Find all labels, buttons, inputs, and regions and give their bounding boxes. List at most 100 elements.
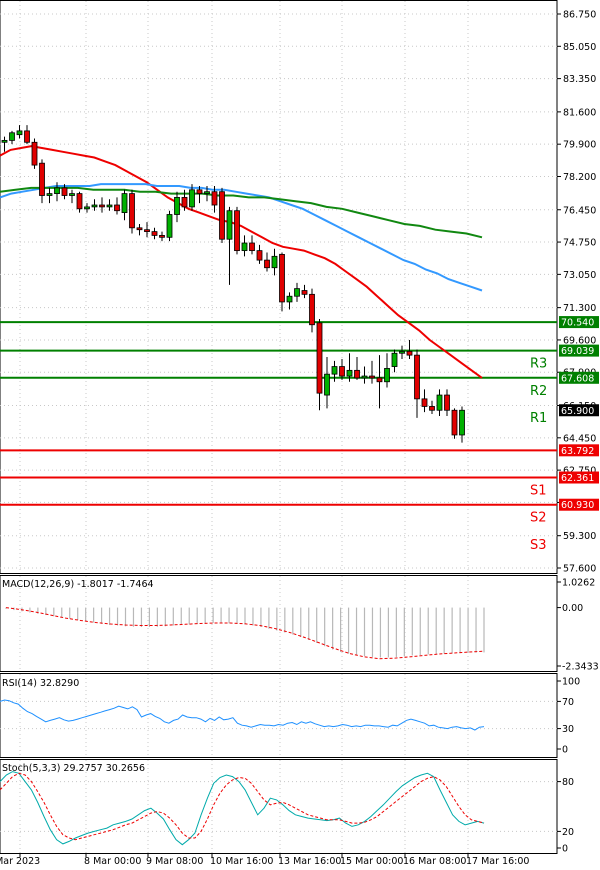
- candle-body: [249, 242, 255, 252]
- candle-body: [61, 187, 68, 196]
- price-tick-label: 78.200: [563, 172, 596, 183]
- candle-body: [234, 210, 240, 252]
- candle-body: [451, 409, 458, 436]
- macd-panel-frame: [0, 575, 558, 672]
- candle-body: [436, 394, 443, 411]
- candle-body: [204, 191, 210, 194]
- candle-body: [31, 141, 38, 166]
- candle-body: [181, 196, 188, 208]
- time-tick-label: 17 Mar 16:00: [466, 856, 529, 867]
- level-price-text: 67.608: [561, 373, 594, 384]
- price-tick-label: 86.750: [563, 10, 596, 21]
- candle-body: [429, 406, 435, 411]
- macd-panel: 1.0262 0.00 -2.3433: [5, 578, 599, 673]
- candle-body: [144, 229, 150, 233]
- moving-average-line: [0, 186, 483, 239]
- rsi-tick-label: 70: [562, 697, 574, 708]
- level-price-text: 70.540: [561, 318, 594, 329]
- price-tick-label: 71.300: [563, 303, 596, 314]
- candle-body: [54, 187, 60, 194]
- level-label: R1: [530, 411, 547, 426]
- support-resistance-lines: [0, 321, 557, 506]
- level-label: R3: [530, 357, 547, 372]
- level-price-text: 69.039: [561, 346, 594, 357]
- stoch-tick-label: 0: [562, 844, 568, 855]
- candlesticks: [1, 125, 465, 443]
- rsi-tick-label: 0: [562, 745, 568, 756]
- time-tick-label: 6 Mar 2023: [0, 856, 40, 867]
- candle-body: [91, 204, 98, 208]
- time-tick-label: 8 Mar 00:00: [84, 856, 141, 867]
- candle-body: [294, 288, 300, 297]
- moving-average-line: [0, 145, 483, 379]
- candle-body: [271, 255, 278, 269]
- candle-body: [459, 409, 465, 436]
- stoch-tick-label: 20: [562, 827, 574, 838]
- candle-body: [106, 204, 113, 208]
- price-axis: 86.750 85.050 83.350 81.600 79.900 78.200 76.4…: [557, 10, 596, 575]
- candle-body: [1, 139, 8, 143]
- candle-body: [286, 295, 293, 303]
- current-price-badge: [559, 404, 599, 417]
- macd-tick-label: 1.0262: [562, 578, 595, 589]
- level-price-text: 60.930: [561, 500, 594, 511]
- level-label: R2: [530, 384, 547, 399]
- current-price-text: 65.900: [561, 406, 594, 417]
- price-tick-label: 79.900: [563, 140, 596, 151]
- candle-body: [174, 196, 180, 215]
- level-price-text: 62.361: [561, 473, 594, 484]
- level-label: S1: [530, 484, 547, 499]
- rsi-label: RSI(14) 32.8290: [2, 678, 79, 689]
- rsi-tick-label: 30: [562, 724, 574, 735]
- macd-label: MACD(12,26,9) -1.8017 -1.7464: [2, 579, 154, 590]
- candle-body: [279, 254, 285, 303]
- candle-body: [196, 189, 203, 194]
- rsi-panel: 100 70 30 0: [0, 677, 580, 756]
- level-label: S2: [530, 511, 547, 526]
- macd-signal-line: [5, 607, 485, 660]
- price-panel-frame: [0, 0, 558, 574]
- stoch-main-line: [0, 771, 485, 846]
- level-price-badge: [559, 444, 599, 457]
- candle-body: [444, 394, 450, 411]
- candle-body: [46, 193, 53, 196]
- candle-body: [241, 242, 248, 252]
- level-price-badge: [559, 471, 599, 484]
- candle-body: [129, 193, 135, 229]
- candle-body: [391, 352, 398, 367]
- candle-body: [136, 227, 143, 231]
- stoch-panel: 80 20 0: [0, 771, 574, 855]
- price-tick-label: 69.600: [563, 335, 596, 346]
- price-badges: 70.540 69.039 67.608 63.792 62.361 60.930 65.9…: [559, 316, 599, 511]
- rsi-tick-label: 100: [562, 677, 580, 688]
- candle-body: [256, 250, 263, 261]
- price-tick-label: 76.450: [563, 205, 596, 216]
- candle-body: [39, 162, 45, 196]
- candle-body: [376, 377, 383, 383]
- moving-averages: [0, 145, 483, 379]
- level-labels: R3 R2 R1 S1 S2 S3: [530, 357, 547, 553]
- price-tick-label: 74.750: [563, 238, 596, 249]
- stoch-tick-label: 80: [562, 777, 574, 788]
- candle-body: [361, 375, 368, 379]
- moving-average-line: [0, 183, 483, 292]
- candle-body: [339, 366, 345, 377]
- candle-body: [226, 210, 233, 240]
- time-tick-label: 16 Mar 08:00: [403, 856, 466, 867]
- candle-body: [384, 368, 390, 383]
- macd-tick-label: -2.3433: [562, 662, 599, 673]
- candle-body: [69, 193, 75, 196]
- time-tick-label: 15 Mar 00:00: [340, 856, 403, 867]
- price-tick-label: 85.050: [563, 42, 596, 53]
- candle-body: [301, 290, 308, 295]
- stoch-panel-frame: [0, 759, 558, 854]
- candle-body: [399, 350, 405, 354]
- candle-body: [76, 193, 83, 210]
- rsi-panel-frame: [0, 673, 558, 758]
- candle-body: [346, 369, 353, 377]
- candle-body: [151, 231, 158, 236]
- rsi-line: [0, 699, 485, 731]
- candle-body: [309, 293, 315, 326]
- time-tick-label: 13 Mar 16:00: [278, 856, 341, 867]
